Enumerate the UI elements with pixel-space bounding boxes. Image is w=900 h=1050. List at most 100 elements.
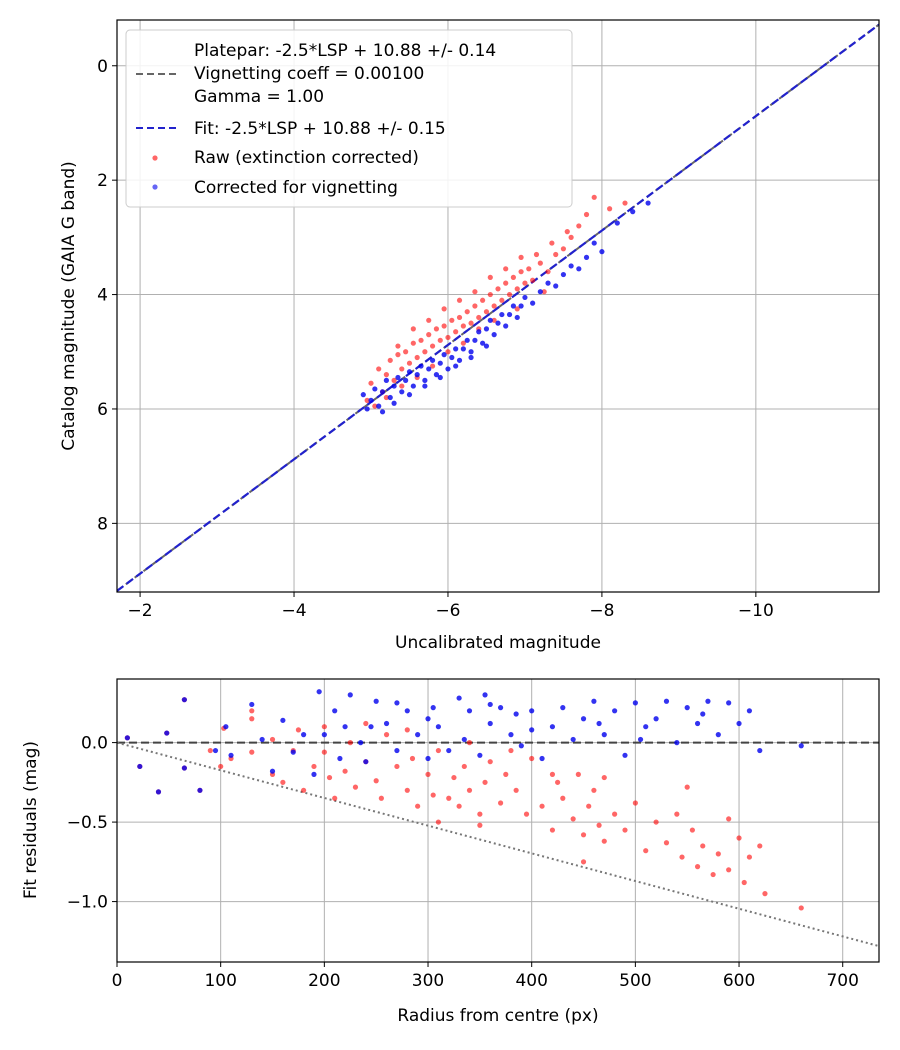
p1-raw-point [518, 254, 524, 260]
p2-raw-point [580, 859, 587, 865]
p2-corrected-point [653, 716, 659, 722]
p2-raw-point [757, 843, 763, 849]
p1-corrected-point [591, 240, 597, 246]
p1-raw-point [426, 317, 432, 323]
p2-raw-point [280, 779, 286, 785]
p2-corrected-point [637, 736, 644, 743]
p2-raw-point [378, 795, 384, 801]
p2-corrected-point [497, 705, 504, 711]
p2-raw-point [435, 819, 441, 825]
p1-corrected-point [453, 363, 459, 369]
p1-corrected-point [456, 357, 463, 363]
p2-raw-point [570, 816, 576, 822]
p1-raw-point [487, 274, 493, 280]
p2-raw-point [689, 827, 695, 833]
p1-raw-point [368, 380, 374, 386]
p1-raw-point [591, 194, 597, 200]
p2-corrected-point [560, 705, 566, 711]
p2-corrected-point [456, 695, 462, 701]
p2-y-tick-label: 0.0 [81, 734, 108, 754]
calibration-x-ticks: −2 −4 −6 −8 −10 [128, 592, 774, 621]
p1-x-tick-label: −6 [435, 601, 460, 621]
p1-x-tick-label: −8 [589, 601, 614, 621]
p1-raw-point [483, 309, 490, 315]
p2-raw-point [456, 803, 462, 809]
p2-corrected-point [596, 720, 602, 727]
p1-y-tick-label: 8 [97, 514, 108, 534]
p2-corrected-point [684, 705, 690, 711]
p2-corrected-point [726, 700, 732, 706]
p2-raw-point [311, 763, 317, 770]
p1-corrected-point [560, 271, 567, 278]
p2-corrected-point [736, 720, 742, 727]
p2-corrected-point [446, 747, 452, 754]
p1-raw-point [564, 229, 570, 235]
p2-corrected-point [513, 711, 519, 717]
p2-raw-point [529, 755, 535, 762]
p2-corrected-point [337, 755, 343, 762]
p2-corrected-point [363, 759, 369, 765]
p1-raw-point [549, 240, 555, 246]
p2-raw-point [383, 732, 390, 738]
p2-corrected-point [301, 732, 307, 738]
p1-corrected-point [441, 352, 447, 358]
p1-raw-point [499, 297, 505, 303]
calibration-plot: −2 −4 −6 −8 −10 0 2 4 6 8 Uncalibrated magnitude… [59, 19, 880, 653]
p1-raw-point [468, 320, 474, 326]
p2-raw-point [700, 843, 706, 849]
p1-raw-point [503, 280, 509, 286]
p2-corrected-point [746, 708, 753, 714]
p2-raw-point [710, 871, 716, 878]
p2-x-tick-label: 600 [723, 971, 755, 991]
p2-corrected-point [311, 771, 317, 777]
p1-corrected-point [491, 332, 497, 338]
p1-corrected-point [391, 383, 397, 389]
p2-raw-point [539, 803, 545, 809]
p2-raw-point [451, 774, 457, 781]
p2-raw-point [679, 854, 685, 860]
p1-raw-point [437, 337, 443, 343]
p2-raw-point [653, 819, 659, 825]
calibration-x-label: Uncalibrated magnitude [395, 633, 601, 653]
p1-raw-point [495, 286, 501, 292]
p2-x-tick-label: 200 [308, 971, 340, 991]
legend-platepar-text: Platepar: -2.5*LSP + 10.88 +/- 0.14 [194, 41, 496, 61]
p2-corrected-point [373, 698, 379, 704]
p2-corrected-point [482, 692, 488, 698]
p2-corrected-point [223, 724, 229, 730]
p2-raw-point [622, 827, 628, 833]
p2-raw-point [596, 822, 602, 828]
calibration-axes-frame [116, 19, 880, 593]
p1-corrected-point [553, 283, 559, 289]
p2-corrected-point [404, 708, 410, 714]
p1-raw-point [364, 397, 370, 403]
legend-vignetting-text: Vignetting coeff = 0.00100 [194, 64, 424, 84]
p1-corrected-point [372, 386, 378, 392]
p2-raw-point [207, 747, 213, 754]
p2-corrected-point [430, 705, 436, 711]
p1-corrected-point [376, 403, 382, 409]
p2-corrected-point [539, 755, 545, 762]
residuals-x-label: Radius from centre (px) [397, 1006, 598, 1026]
p1-corrected-point [480, 340, 486, 346]
legend-frame [125, 29, 573, 208]
p1-raw-point [414, 354, 420, 361]
p1-raw-point [403, 349, 409, 355]
p2-corrected-point [316, 689, 322, 695]
p2-corrected-point [757, 747, 763, 754]
p1-corrected-point [426, 366, 432, 372]
p2-corrected-point [632, 700, 638, 706]
p2-corrected-point [358, 740, 364, 746]
p1-corrected-point [403, 377, 409, 383]
p1-corrected-point [576, 266, 582, 272]
p1-corrected-point [510, 303, 516, 309]
p2-corrected-point [529, 727, 535, 733]
p2-corrected-point [529, 708, 535, 714]
p2-x-tick-label: 0 [112, 971, 123, 991]
p2-corrected-point [228, 752, 234, 758]
p2-raw-point [726, 867, 732, 873]
p2-x-tick-label: 100 [204, 971, 236, 991]
p2-corrected-point [798, 743, 804, 749]
p2-raw-point [601, 774, 607, 781]
